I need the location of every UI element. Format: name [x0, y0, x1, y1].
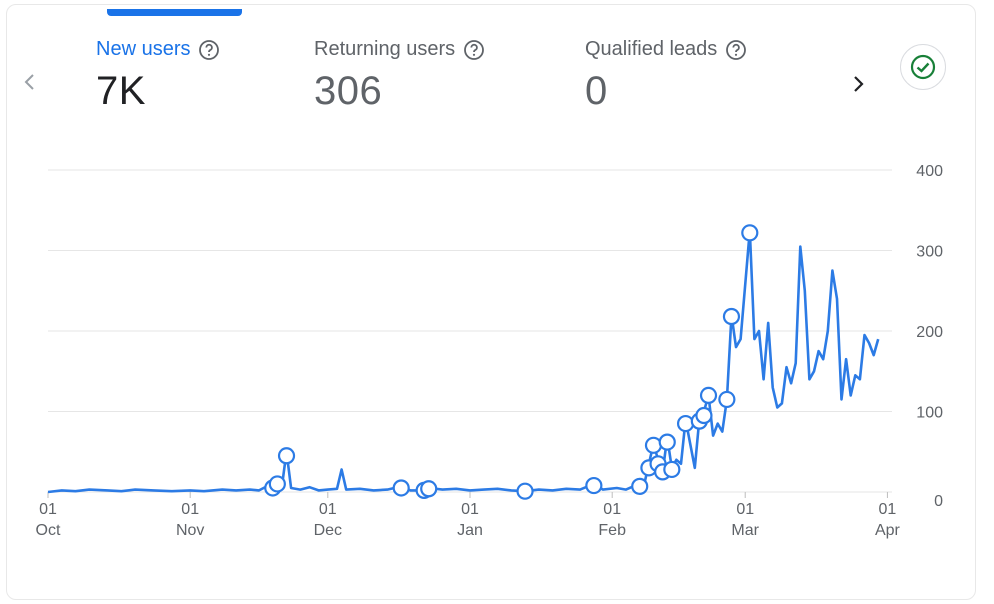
x-tick-month-label: Apr: [875, 522, 901, 539]
y-tick-label: 300: [916, 244, 943, 261]
y-tick-label: 400: [916, 163, 943, 180]
check-circle-icon: [910, 54, 936, 80]
metric-tab-new-users[interactable]: New users 7K: [96, 38, 220, 114]
data-point-marker[interactable]: [277, 447, 296, 465]
x-tick-day-label: 01: [736, 501, 754, 518]
data-point-marker[interactable]: [392, 479, 410, 497]
data-point-marker[interactable]: [695, 406, 713, 425]
metric-value: 306: [314, 69, 383, 113]
data-point-marker[interactable]: [658, 433, 676, 451]
metric-tab-returning-users[interactable]: Returning users 306: [314, 38, 485, 114]
data-markers: [264, 224, 759, 500]
x-tick-month-label: Nov: [176, 522, 204, 539]
metric-label: Returning users: [314, 38, 456, 60]
x-tick-month-label: Mar: [731, 522, 759, 539]
x-tick-month-label: Oct: [36, 522, 61, 539]
data-point-marker[interactable]: [631, 477, 649, 495]
data-point-marker[interactable]: [722, 307, 741, 326]
x-tick-day-label: 01: [603, 501, 621, 518]
metric-tab-qualified-leads[interactable]: Qualified leads 0: [585, 38, 747, 114]
help-icon[interactable]: [198, 39, 220, 61]
data-point-marker[interactable]: [741, 224, 759, 242]
x-tick-month-label: Feb: [598, 522, 626, 539]
x-tick-day-label: 01: [319, 501, 337, 518]
x-tick-day-label: 01: [181, 501, 199, 518]
status-badge[interactable]: [900, 44, 946, 90]
data-point-marker[interactable]: [420, 480, 438, 498]
data-point-marker[interactable]: [676, 414, 695, 433]
previous-metric-button[interactable]: [16, 68, 44, 96]
chart-grid: [48, 169, 892, 493]
data-point-marker[interactable]: [699, 386, 718, 404]
metric-label: Qualified leads: [585, 38, 718, 60]
x-tick-day-label: 01: [39, 501, 57, 518]
metric-value: 0: [585, 69, 608, 113]
data-point-marker[interactable]: [268, 475, 286, 493]
active-tab-indicator: [107, 9, 242, 16]
y-axis-labels: 0 100 200 300 400: [916, 163, 943, 510]
x-tick-day-label: 01: [461, 501, 479, 518]
help-icon[interactable]: [463, 39, 485, 61]
next-metric-button[interactable]: [844, 70, 872, 98]
y-tick-label: 200: [916, 324, 943, 341]
data-point-marker[interactable]: [644, 436, 663, 454]
x-tick-month-label: Dec: [314, 522, 342, 539]
data-point-marker[interactable]: [718, 390, 736, 409]
x-tick-month-label: Jan: [457, 522, 483, 539]
x-axis-labels: 01 Oct 01 Nov 01 Dec 01 Jan 01 Feb 01 Mar 01 Apr: [36, 492, 901, 539]
x-tick-day-label: 01: [879, 501, 897, 518]
data-point-marker[interactable]: [663, 460, 681, 479]
y-tick-label: 0: [934, 493, 943, 510]
help-icon[interactable]: [725, 39, 747, 61]
metric-label: New users: [96, 38, 191, 60]
metric-value: 7K: [96, 69, 146, 113]
series-line: [47, 229, 880, 494]
y-tick-label: 100: [916, 405, 943, 422]
data-point-marker[interactable]: [585, 476, 603, 495]
chevron-right-icon: [854, 76, 864, 92]
data-point-marker[interactable]: [516, 482, 534, 500]
metrics-card: [6, 4, 976, 600]
chevron-left-icon: [24, 74, 34, 90]
